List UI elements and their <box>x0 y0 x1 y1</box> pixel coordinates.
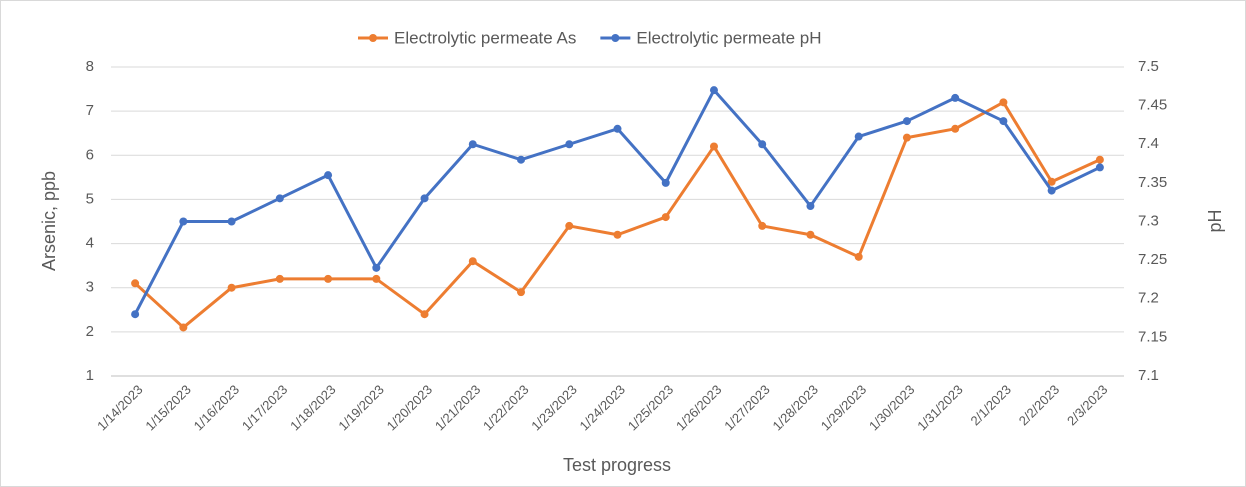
data-point <box>758 140 767 149</box>
y-tick-label: 8 <box>86 58 94 75</box>
data-point <box>854 252 863 261</box>
data-point <box>613 124 622 133</box>
data-point <box>758 221 767 230</box>
data-point <box>372 274 381 283</box>
data-point <box>1047 186 1056 195</box>
data-point <box>227 217 236 226</box>
data-point <box>420 310 429 319</box>
y2-tick-label: 7.15 <box>1138 328 1167 345</box>
data-point <box>565 140 574 149</box>
data-point <box>661 213 670 222</box>
data-point <box>517 155 526 164</box>
data-point <box>951 124 960 133</box>
data-point <box>372 263 381 272</box>
legend-marker <box>611 34 620 42</box>
y2-axis-title: pH <box>1205 209 1225 232</box>
data-point <box>324 171 333 180</box>
y-tick-label: 7 <box>86 102 94 119</box>
data-point <box>324 274 333 283</box>
data-point <box>179 217 188 226</box>
y2-tick-label: 7.3 <box>1138 212 1159 229</box>
data-point <box>661 178 670 187</box>
x-axis-title: Test progress <box>563 455 671 475</box>
data-point <box>227 283 236 292</box>
data-point <box>951 93 960 102</box>
data-point <box>709 142 718 151</box>
data-point <box>1047 177 1056 186</box>
y2-tick-label: 7.2 <box>1138 290 1159 307</box>
data-point <box>854 132 863 141</box>
y2-tick-label: 7.45 <box>1138 97 1167 114</box>
y-axis-title: Arsenic, ppb <box>39 171 59 271</box>
y2-tick-label: 7.1 <box>1138 367 1159 384</box>
data-point <box>179 323 188 332</box>
y-tick-label: 6 <box>86 146 94 163</box>
y2-tick-label: 7.25 <box>1138 251 1167 268</box>
data-point <box>902 133 911 142</box>
data-point <box>420 194 429 203</box>
legend-label: Electrolytic permeate pH <box>636 28 821 47</box>
data-point <box>131 310 140 319</box>
legend-label: Electrolytic permeate As <box>394 28 576 47</box>
data-point <box>902 117 911 126</box>
y-tick-label: 2 <box>86 323 94 340</box>
y-tick-label: 4 <box>86 235 94 252</box>
data-point <box>468 257 477 266</box>
data-point <box>275 194 284 203</box>
data-point <box>999 98 1008 107</box>
legend-marker <box>369 34 377 42</box>
y-tick-label: 5 <box>86 190 94 207</box>
data-point <box>468 140 477 149</box>
data-point <box>999 117 1008 126</box>
y2-tick-label: 7.4 <box>1138 135 1159 152</box>
y-tick-label: 1 <box>86 367 94 384</box>
y-tick-label: 3 <box>86 279 94 296</box>
data-point <box>565 221 574 230</box>
data-point <box>806 202 815 211</box>
data-point <box>131 279 140 288</box>
data-point <box>1095 163 1104 172</box>
data-point <box>275 274 284 283</box>
data-point <box>613 230 622 239</box>
y2-tick-label: 7.35 <box>1138 174 1167 191</box>
y2-tick-label: 7.5 <box>1138 58 1159 75</box>
data-point <box>709 86 718 95</box>
data-point <box>806 230 815 239</box>
data-point <box>517 288 526 297</box>
data-point <box>1095 155 1104 164</box>
